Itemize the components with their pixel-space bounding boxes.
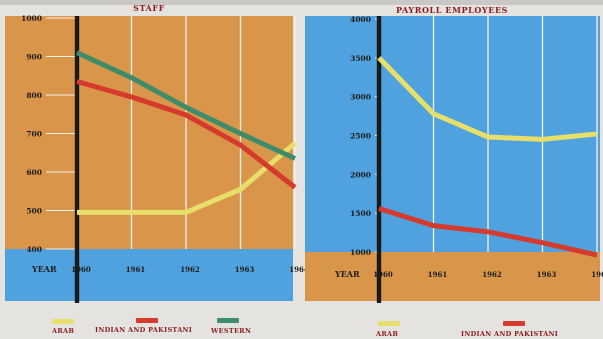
payroll-year-bar — [376, 16, 382, 303]
staff-y-tick-label: 900 — [26, 53, 42, 62]
payroll-y-tick-label: 3000 — [350, 93, 371, 102]
payroll-series-arab — [377, 56, 598, 142]
legend-swatch-arab — [52, 319, 74, 324]
payroll-y-tick-label: 2500 — [350, 132, 371, 141]
legend-label-arab: ARAB — [376, 330, 399, 338]
staff-panel: STAFF 400 500 600 700 800 900 1000 1960 1961 1962 1… — [5, 3, 309, 303]
payroll-x-tick-label: 1960 — [373, 270, 393, 279]
legend-label-arab: ARAB — [52, 327, 75, 335]
payroll-year-label: YEAR — [334, 269, 360, 279]
staff-x-tick-label: 1962 — [180, 265, 200, 274]
payroll-x-tick-label: 1963 — [537, 270, 557, 279]
payroll-x-tick-label: 1961 — [428, 270, 448, 279]
staff-y-tick-label: 500 — [26, 207, 42, 216]
legend-swatch-arab — [378, 321, 400, 326]
staff-series-arab — [77, 141, 297, 215]
staff-y-tick-label: 400 — [26, 245, 42, 254]
legend-label-indian-pakistani: INDIAN AND PAKISTANI — [95, 326, 193, 334]
staff-series-indian_pakistani — [76, 79, 297, 190]
payroll-y-tick-label: 1000 — [350, 248, 371, 257]
staff-year-bar — [74, 16, 80, 303]
legend-label-indian-pakistani: INDIAN AND PAKISTANI — [461, 330, 559, 338]
payroll-upper-area — [305, 16, 600, 252]
payroll-title: PAYROLL EMPLOYEES — [396, 5, 508, 15]
staff-x-tick-label: 1963 — [235, 265, 255, 274]
payroll-y-tick-label: 3500 — [350, 54, 371, 63]
staff-y-tick-label: 800 — [26, 91, 42, 100]
staff-y-tick-label: 600 — [26, 168, 42, 177]
legend-swatch-indian-pakistani — [136, 318, 158, 323]
legend-swatch-western — [217, 318, 239, 323]
legend-staff: ARAB INDIAN AND PAKISTANI WESTERN — [0, 0, 300, 339]
staff-lower-area — [5, 249, 293, 301]
staff-y-tick-label: 1000 — [21, 14, 42, 23]
payroll-y-tick-label: 2000 — [350, 170, 371, 179]
payroll-lower-area — [305, 252, 600, 301]
staff-x-tick-label: 1961 — [126, 265, 146, 274]
payroll-panel: PAYROLL EMPLOYEES 1000 1500 2000 2500 3000 350… — [305, 5, 603, 303]
payroll-y-tick-label: 1500 — [350, 209, 371, 218]
staff-y-tick-label: 700 — [26, 130, 42, 139]
top-band — [0, 0, 603, 5]
payroll-x-tick-label: 1964 — [591, 270, 603, 279]
legend-label-western: WESTERN — [211, 327, 252, 335]
staff-title: STAFF — [133, 3, 165, 13]
staff-x-tick-label: 1964 — [289, 265, 309, 274]
staff-x-tick-label: 1960 — [71, 265, 91, 274]
payroll-x-tick-label: 1962 — [482, 270, 502, 279]
payroll-y-tick-label: 4000 — [350, 15, 371, 24]
staff-series-western — [75, 50, 297, 161]
payroll-series-indian_pakistani — [378, 206, 598, 258]
legend-swatch-indian-pakistani — [503, 321, 525, 326]
staff-year-label: YEAR — [31, 264, 57, 274]
